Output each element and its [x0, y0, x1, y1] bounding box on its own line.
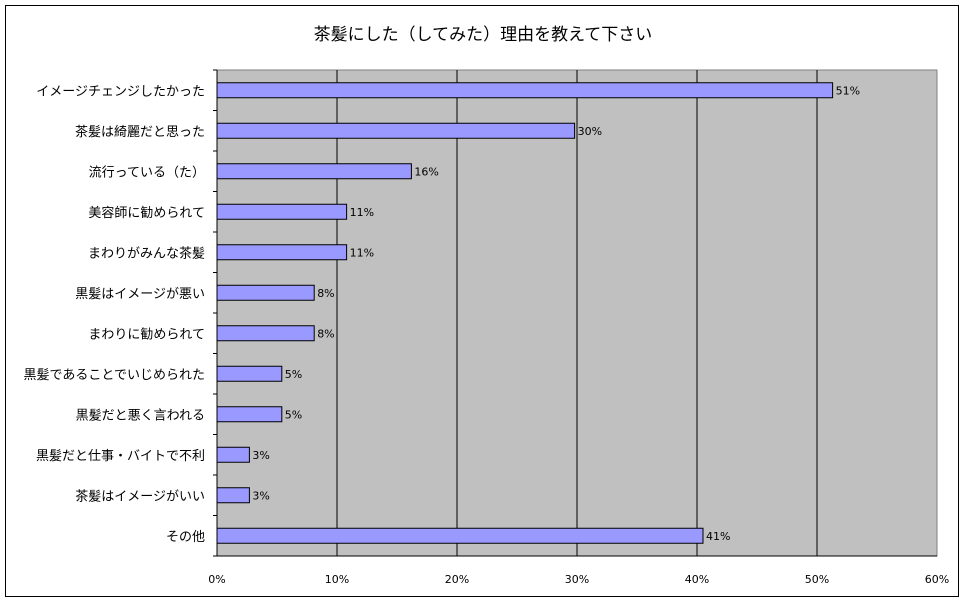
category-label: まわりに勧められて — [88, 326, 205, 342]
data-label: 11% — [350, 206, 374, 219]
category-label: その他 — [166, 530, 205, 545]
bar — [216, 365, 283, 382]
x-tick-label: 20% — [445, 573, 469, 586]
bar — [216, 406, 283, 423]
data-label: 41% — [706, 530, 730, 543]
category-label: 黒髪だと仕事・バイトで不利 — [36, 449, 205, 464]
x-tick-label: 40% — [685, 573, 709, 586]
category-label: 茶髪はイメージがいい — [75, 488, 205, 504]
bar — [216, 325, 315, 342]
data-label: 5% — [285, 368, 302, 381]
x-tick-label: 60% — [925, 573, 949, 586]
bar — [216, 446, 250, 463]
bar — [216, 527, 704, 544]
bar — [216, 487, 250, 504]
category-label: 黒髪はイメージが悪い — [75, 287, 205, 302]
category-label: 黒髪であることでいじめられた — [24, 368, 205, 383]
bar — [216, 82, 834, 99]
category-label: 黒髪だと悪く言われる — [76, 408, 205, 423]
chart-frame — [5, 5, 959, 597]
bar — [216, 284, 315, 301]
category-label: 美容師に勧められて — [88, 205, 205, 221]
data-label: 30% — [578, 125, 602, 138]
category-label: イメージチェンジしたかった — [36, 84, 205, 99]
bar — [216, 203, 348, 220]
bar — [216, 163, 412, 180]
data-label: 11% — [350, 246, 374, 259]
data-label: 8% — [317, 327, 334, 340]
x-tick-label: 30% — [565, 573, 589, 586]
data-label: 16% — [414, 165, 438, 178]
category-label: 茶髪は綺麗だと思った — [75, 124, 205, 140]
bar — [216, 122, 576, 139]
data-label: 5% — [285, 408, 302, 421]
data-label: 3% — [252, 449, 269, 462]
bar — [216, 244, 348, 261]
data-label: 51% — [836, 84, 860, 97]
category-label: 流行っている（た） — [89, 165, 205, 180]
x-tick-label: 50% — [805, 573, 829, 586]
chart-title: 茶髪にした（してみた）理由を教えて下さい — [314, 25, 653, 45]
data-label: 8% — [317, 287, 334, 300]
category-label: まわりがみんな茶髪 — [88, 245, 205, 261]
plot-area: 0% 10% 20% 30% 40% 50% 60% 51% イメージチェンジしたかった 30% 茶… — [24, 69, 949, 586]
x-tick-label: 0% — [208, 573, 225, 586]
x-tick-label: 10% — [325, 573, 349, 586]
data-label: 3% — [252, 489, 269, 502]
